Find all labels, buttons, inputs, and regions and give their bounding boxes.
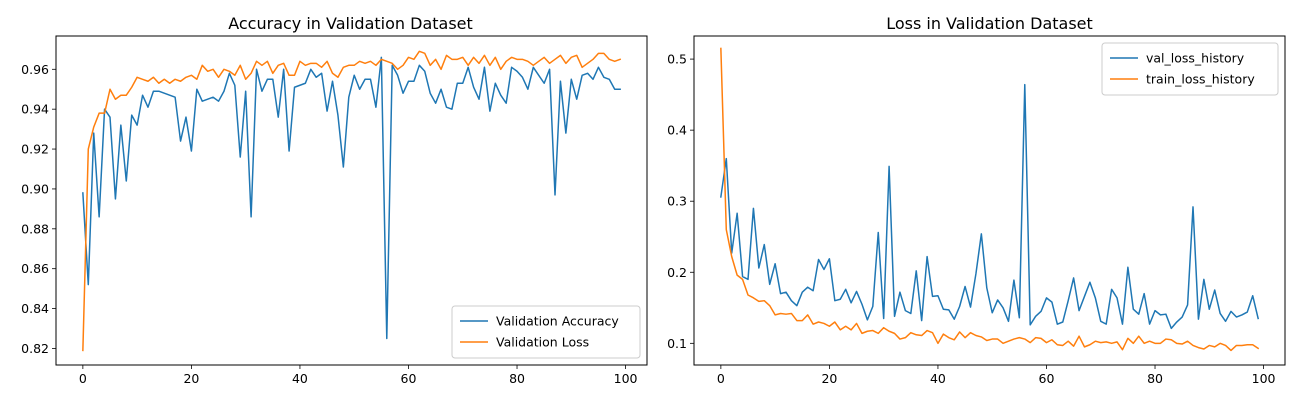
- loss-legend-box: [1101, 42, 1279, 96]
- accuracy-x-tick-label: 100: [614, 371, 638, 386]
- accuracy-legend-label-2: Validation Loss: [496, 335, 589, 350]
- loss-x-tick-label: 40: [930, 371, 946, 386]
- accuracy-x-tick-label: 40: [292, 371, 308, 386]
- accuracy-y-tick-label: 0.90: [21, 181, 49, 196]
- accuracy-x-tick-label: 80: [509, 371, 525, 386]
- accuracy-x-tick-label: 60: [401, 371, 417, 386]
- loss-x-tick-label: 0: [717, 371, 725, 386]
- accuracy-x-tick-label: 0: [79, 371, 87, 386]
- accuracy-axes-frame: [55, 35, 648, 366]
- loss-y-tick-label: 0.1: [667, 336, 687, 351]
- accuracy-legend-box: [451, 305, 641, 359]
- loss-x-tick-label: 60: [1039, 371, 1055, 386]
- accuracy-y-tick-label: 0.82: [21, 341, 49, 356]
- accuracy-y-tick-label: 0.88: [21, 221, 49, 236]
- accuracy-y-tick-label: 0.86: [21, 261, 49, 276]
- accuracy-y-tick-label: 0.96: [21, 62, 49, 77]
- accuracy-plot-area: 0 20 40 60 80 100 0.82 0.84 0.86 0.88 0.90 0.92 0.94…: [21, 50, 638, 386]
- loss-x-tick-label: 20: [821, 371, 837, 386]
- loss-legend-label-2: train_loss_history: [1146, 72, 1255, 87]
- loss-x-tick-label: 80: [1147, 371, 1163, 386]
- accuracy-y-tick-label: 0.84: [21, 301, 49, 316]
- accuracy-series-line-1: [82, 56, 621, 340]
- accuracy-chart-panel: Accuracy in Validation Dataset 0 20 40 60 80…: [21, 14, 648, 386]
- loss-chart-panel: Loss in Validation Dataset 0 20 40 60 80 1000…: [667, 14, 1286, 386]
- loss-y-tick-label: 0.3: [667, 194, 687, 209]
- loss-legend-label-1: val_loss_history: [1146, 51, 1245, 66]
- loss-series-line-1: [720, 83, 1260, 330]
- loss-plot-area: 0 20 40 60 80 100 0.1 0.2 0.3 0.4 0.5: [667, 47, 1276, 386]
- loss-axes-frame: [693, 35, 1286, 366]
- accuracy-series-line-2: [82, 50, 622, 352]
- loss-chart-title: Loss in Validation Dataset: [886, 14, 1093, 33]
- accuracy-y-tick-label: 0.94: [21, 102, 49, 117]
- accuracy-legend: Validation Accuracy Validation Loss: [451, 305, 641, 359]
- loss-y-tick-label: 0.2: [667, 265, 687, 280]
- loss-x-tick-label: 100: [1252, 371, 1276, 386]
- accuracy-chart-title: Accuracy in Validation Dataset: [228, 14, 473, 33]
- accuracy-y-tick-label: 0.92: [21, 142, 49, 157]
- accuracy-x-tick-label: 20: [183, 371, 199, 386]
- loss-series-line-2: [720, 47, 1260, 352]
- accuracy-legend-label-1: Validation Accuracy: [496, 314, 619, 329]
- loss-legend: val_loss_history train_loss_history: [1101, 42, 1279, 96]
- loss-y-tick-label: 0.5: [667, 52, 687, 67]
- loss-y-tick-label: 0.4: [667, 123, 687, 138]
